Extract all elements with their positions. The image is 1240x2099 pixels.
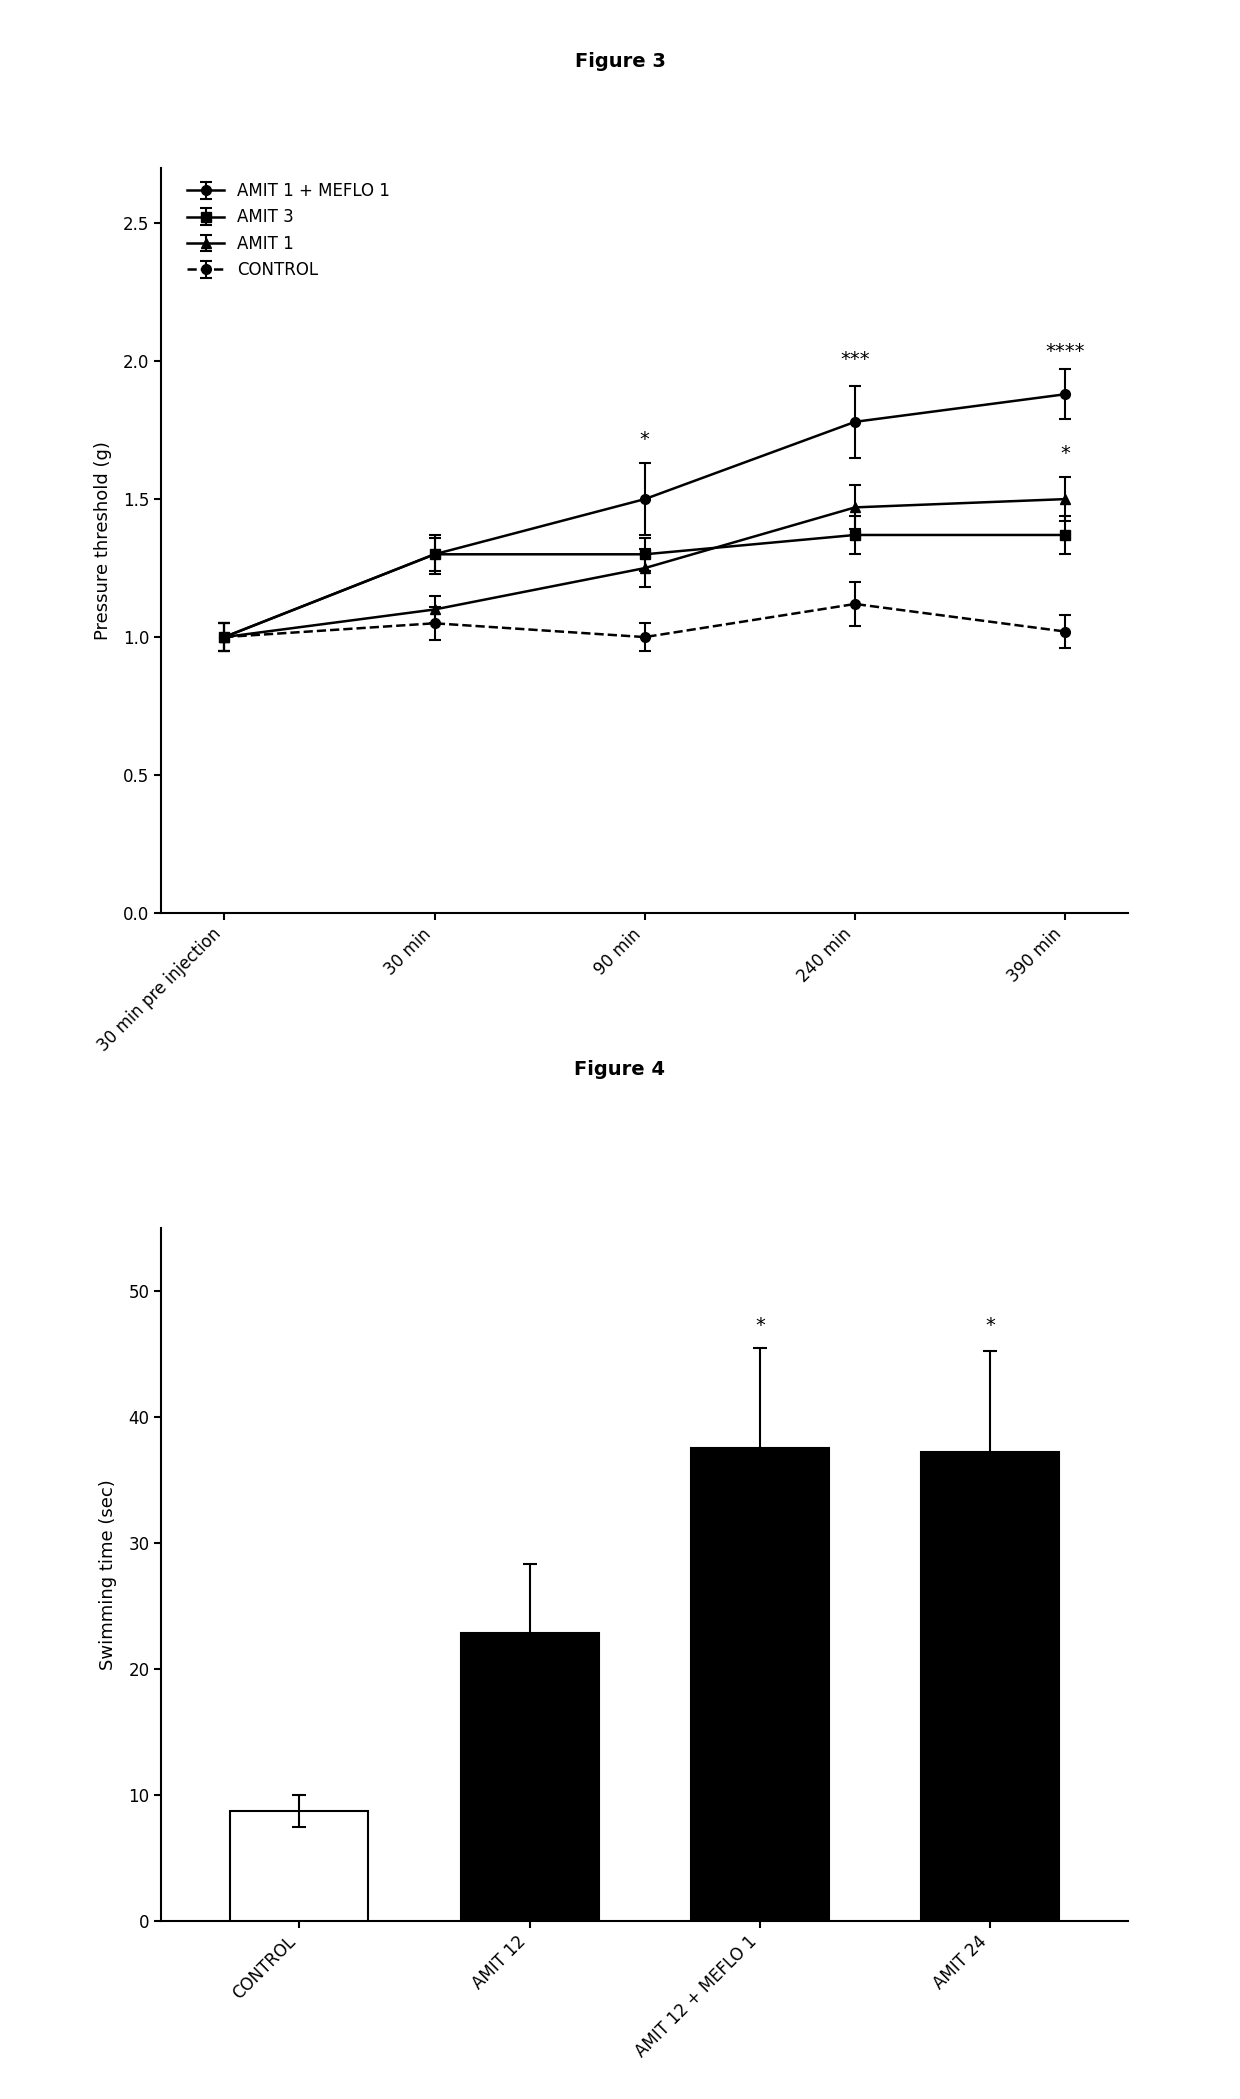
Text: *: * — [755, 1316, 765, 1335]
Bar — [921, 1453, 1059, 1921]
Text: Figure 4: Figure 4 — [574, 1060, 666, 1079]
Bar — [460, 1633, 599, 1921]
Text: ****: **** — [1045, 342, 1085, 361]
Text: *: * — [1060, 445, 1070, 464]
Y-axis label: Pressure threshold (g): Pressure threshold (g) — [94, 441, 112, 640]
Text: Figure 3: Figure 3 — [574, 52, 666, 71]
Y-axis label: Swimming time (sec): Swimming time (sec) — [99, 1480, 117, 1669]
Legend: AMIT 1 + MEFLO 1, AMIT 3, AMIT 1, CONTROL: AMIT 1 + MEFLO 1, AMIT 3, AMIT 1, CONTRO… — [181, 176, 397, 285]
Text: *: * — [986, 1316, 996, 1335]
Text: *: * — [640, 430, 650, 449]
Text: ***: *** — [841, 351, 870, 369]
Bar — [691, 1448, 830, 1921]
Bar — [231, 1811, 368, 1921]
